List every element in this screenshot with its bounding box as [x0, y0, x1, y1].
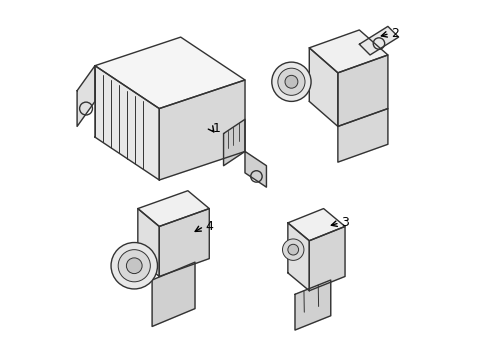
Circle shape	[283, 239, 304, 260]
Polygon shape	[152, 262, 195, 327]
Polygon shape	[338, 109, 388, 162]
Circle shape	[126, 258, 142, 274]
Circle shape	[278, 68, 305, 95]
Circle shape	[288, 244, 298, 255]
Text: 4: 4	[206, 220, 214, 233]
Polygon shape	[138, 191, 209, 226]
Polygon shape	[288, 223, 309, 291]
Polygon shape	[77, 66, 95, 126]
Polygon shape	[288, 208, 345, 241]
Text: 2: 2	[392, 27, 399, 40]
Polygon shape	[295, 280, 331, 330]
Polygon shape	[359, 26, 398, 55]
Text: 1: 1	[213, 122, 220, 135]
Circle shape	[285, 75, 298, 88]
Polygon shape	[245, 152, 267, 187]
Text: 3: 3	[342, 216, 349, 229]
Polygon shape	[309, 30, 388, 73]
Polygon shape	[95, 37, 245, 109]
Polygon shape	[338, 55, 388, 126]
Polygon shape	[95, 66, 159, 180]
Polygon shape	[159, 80, 245, 180]
Polygon shape	[159, 208, 209, 276]
Polygon shape	[138, 208, 159, 276]
Circle shape	[111, 243, 157, 289]
Circle shape	[272, 62, 311, 102]
Circle shape	[118, 249, 150, 282]
Polygon shape	[223, 119, 245, 166]
Polygon shape	[309, 48, 338, 126]
Polygon shape	[309, 226, 345, 291]
